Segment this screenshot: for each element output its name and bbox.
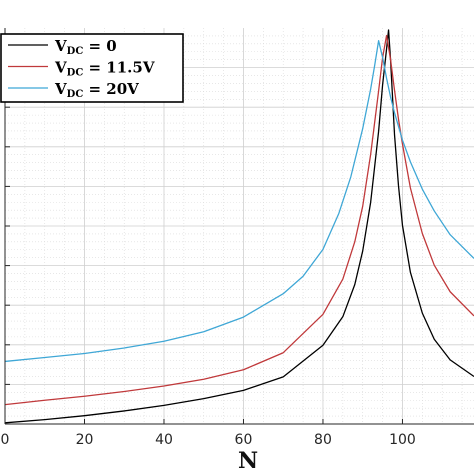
legend-label-0: VDC = 0: [54, 37, 117, 57]
x-tick-label: 60: [235, 432, 253, 448]
series-line-1: [4, 34, 474, 406]
series-line-2: [4, 40, 474, 363]
x-tick-label: 20: [76, 432, 94, 448]
x-ticks: 0 20 40 60 80 100: [1, 419, 416, 448]
x-tick-label: 40: [155, 432, 173, 448]
x-tick-label: 0: [1, 432, 10, 448]
legend-label-2: VDC = 20V: [54, 80, 139, 100]
legend-label-1: VDC = 11.5V: [54, 59, 155, 79]
series-layer: [4, 29, 474, 424]
series-line-0: [4, 29, 474, 424]
x-tick-label: 80: [314, 432, 332, 448]
x-axis-label: N: [238, 448, 258, 474]
x-tick-label: 100: [389, 432, 416, 448]
